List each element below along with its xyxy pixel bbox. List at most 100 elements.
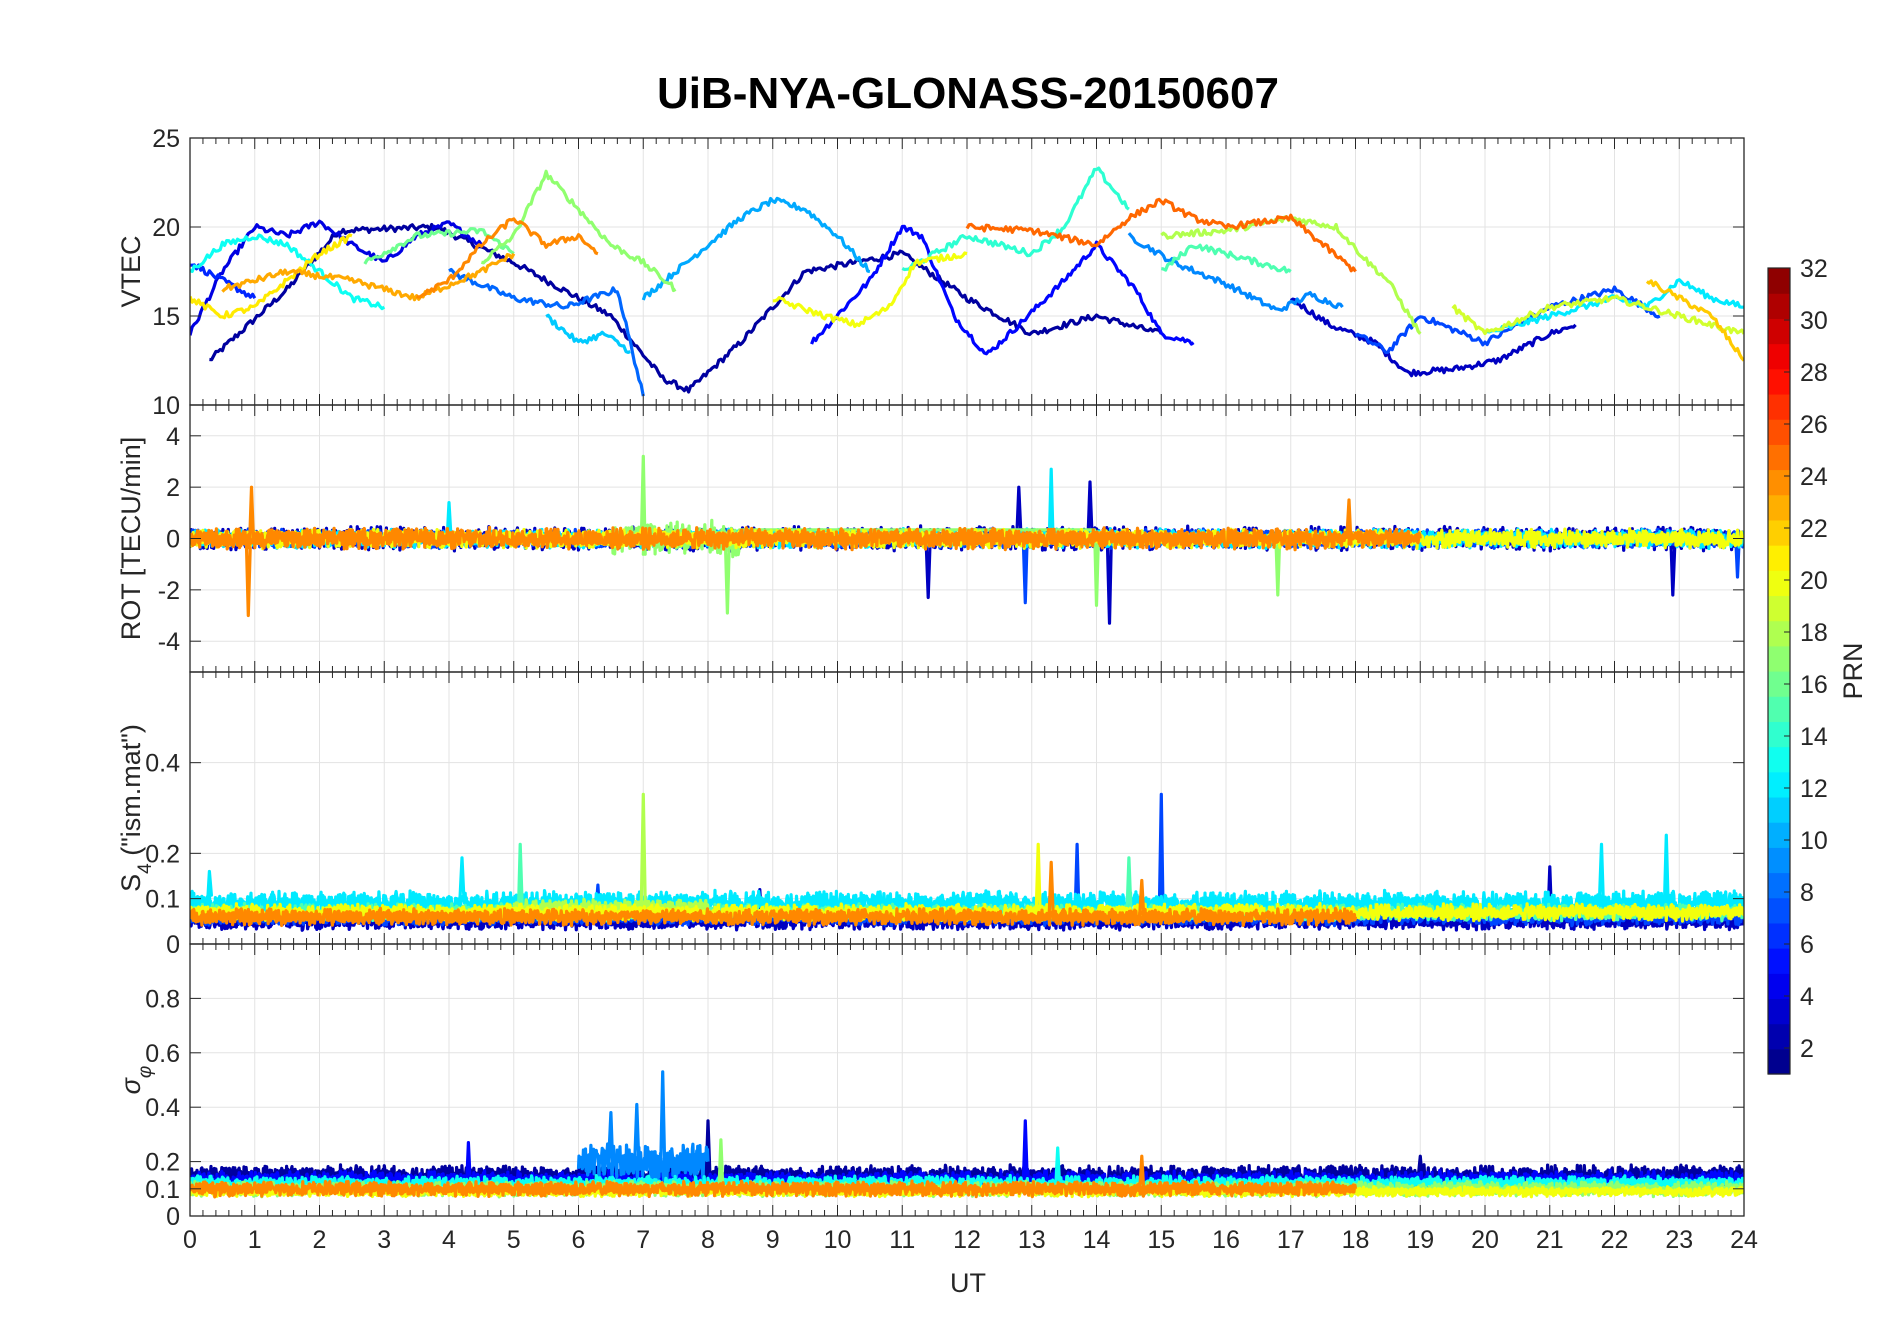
x-axis-label: UT — [950, 1268, 986, 1298]
y-tick-label: 0.6 — [145, 1040, 180, 1068]
colorbar-segment — [1768, 570, 1790, 597]
series-prn-4 — [190, 219, 483, 336]
colorbar-tick-label: 32 — [1800, 255, 1828, 283]
x-tick-label: 20 — [1471, 1226, 1499, 1254]
y-tick-label: 0.1 — [145, 1176, 180, 1204]
y-tick-label: 0.1 — [145, 886, 180, 914]
colorbar-tick-label: 12 — [1800, 775, 1828, 803]
x-tick-label: 23 — [1665, 1226, 1693, 1254]
series-prn-21 — [190, 233, 353, 320]
x-tick-label: 22 — [1601, 1226, 1629, 1254]
colorbar-segment — [1768, 922, 1790, 949]
series-prn-25 — [965, 197, 1357, 273]
x-tick-label: 5 — [507, 1226, 521, 1254]
colorbar-tick-label: 22 — [1800, 515, 1828, 543]
x-tick-label: 1 — [248, 1226, 262, 1254]
x-tick-label: 8 — [701, 1226, 715, 1254]
x-tick-label: 16 — [1212, 1226, 1240, 1254]
colorbar-segment — [1768, 872, 1790, 899]
colorbar-tick-label: 4 — [1800, 983, 1814, 1011]
colorbar-tick-label: 28 — [1800, 359, 1828, 387]
series-prn-12 — [190, 833, 1744, 918]
colorbar-tick-label: 18 — [1800, 619, 1828, 647]
series-prn-7 — [1354, 285, 1661, 354]
y-tick-label: 2 — [166, 474, 180, 502]
colorbar-tick-label: 24 — [1800, 463, 1828, 491]
colorbar-segment — [1768, 721, 1790, 748]
y-tick-label: 0.2 — [145, 840, 180, 868]
series-group — [190, 792, 1744, 932]
colorbar-segment — [1768, 1048, 1790, 1075]
y-tick-label: 0 — [166, 526, 180, 554]
colorbar-segment — [1768, 268, 1790, 294]
colorbar-label: PRN — [1838, 642, 1868, 699]
x-tick-label: 14 — [1083, 1226, 1111, 1254]
x-tick-label: 10 — [824, 1226, 852, 1254]
colorbar-segment — [1768, 494, 1790, 521]
colorbar-segment — [1768, 620, 1790, 647]
colorbar-tick-label: 26 — [1800, 411, 1828, 439]
axis-ticks: -4 -2 0 2 4 — [158, 405, 1745, 672]
colorbar-segment — [1768, 847, 1790, 874]
y-tick-label: 0 — [166, 931, 180, 959]
x-tick-label: 3 — [377, 1226, 391, 1254]
colorbar-segment — [1768, 973, 1790, 1000]
colorbar-segment — [1768, 822, 1790, 848]
series-prn-23 — [221, 252, 516, 302]
grid — [189, 137, 1745, 406]
x-tick-label: 6 — [572, 1226, 586, 1254]
series-group — [190, 454, 1744, 625]
colorbar-segment — [1768, 1023, 1790, 1050]
x-tick-label: 2 — [313, 1226, 327, 1254]
series-prn-6 — [190, 263, 257, 299]
y-tick-label: 0 — [166, 1203, 180, 1231]
y-tick-label: 20 — [152, 214, 180, 242]
series-prn-19 — [1451, 294, 1744, 336]
series-prn-13 — [190, 233, 386, 311]
x-tick-label: 19 — [1406, 1226, 1434, 1254]
x-tick-label: 18 — [1342, 1226, 1370, 1254]
colorbar-segment — [1768, 469, 1790, 496]
y-axis-label: σφ — [116, 1066, 156, 1095]
chart-title: UiB-NYA-GLONASS-20150607 — [657, 69, 1279, 118]
colorbar-tick-label: 10 — [1800, 827, 1828, 855]
series-prn-24 — [190, 485, 1422, 618]
x-tick-label: 17 — [1277, 1226, 1305, 1254]
panel-s4: 0 0.1 0.2 0.4S4 ("ism.mat") — [116, 671, 1745, 959]
colorbar-segment — [1768, 998, 1790, 1025]
axis-ticks: 00.10.2 0.4 0.6 0.8 — [145, 944, 1745, 1231]
y-axis-label: VTEC — [116, 235, 146, 307]
colorbar-tick-label: 30 — [1800, 307, 1828, 335]
colorbar-tick-label: 8 — [1800, 879, 1814, 907]
series-prn-17 — [480, 169, 677, 293]
colorbar-segment — [1768, 444, 1790, 471]
colorbar-tick-label: 14 — [1800, 723, 1828, 751]
colorbar-segment — [1768, 368, 1790, 395]
series-prn-14 — [901, 166, 1130, 272]
series-group — [190, 1070, 1744, 1199]
x-tick-label: 11 — [889, 1226, 915, 1254]
x-tick-label: 0 — [183, 1226, 197, 1254]
x-tick-label: 24 — [1730, 1226, 1758, 1254]
colorbar-segment — [1768, 343, 1790, 370]
x-tick-label: 21 — [1536, 1226, 1564, 1254]
axis-ticks: 0 0.1 0.2 0.4 — [145, 672, 1745, 959]
colorbar-tick-label: 20 — [1800, 567, 1828, 595]
y-tick-label: 0.4 — [145, 750, 180, 778]
series-prn-20 — [772, 251, 968, 329]
colorbar-segment — [1768, 796, 1790, 823]
x-tick-label: 15 — [1147, 1226, 1175, 1254]
colorbar-segment — [1768, 595, 1790, 622]
series-prn-24 — [416, 217, 599, 299]
x-tick-label: 4 — [442, 1226, 456, 1254]
y-tick-label: 10 — [152, 392, 180, 420]
x-tick-label: 12 — [953, 1226, 981, 1254]
x-tick-label: 9 — [766, 1226, 780, 1254]
series-prn-24 — [190, 1154, 1358, 1199]
colorbar-tick-label: 6 — [1800, 931, 1814, 959]
colorbar-segment — [1768, 645, 1790, 672]
series-group — [190, 166, 1744, 397]
series-prn-10 — [641, 196, 871, 301]
